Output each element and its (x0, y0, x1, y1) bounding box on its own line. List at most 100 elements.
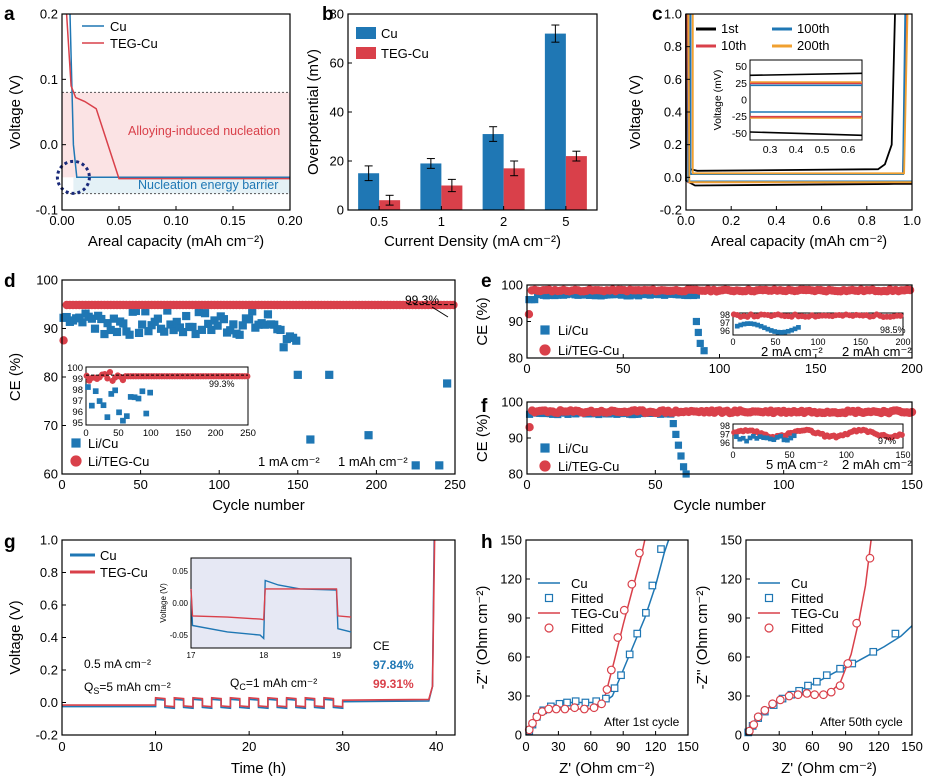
cu-marker (292, 336, 301, 345)
bar-Cu (544, 33, 566, 210)
x-axis-label: Cycle number (212, 497, 305, 514)
cu-marker (119, 319, 128, 328)
cu-marker (822, 671, 831, 680)
inset-y-tick: 98 (720, 310, 730, 320)
cycle-curve-200th (691, 13, 909, 175)
legend-label: Li/TEG-Cu (88, 454, 149, 469)
x-tick-label: 120 (868, 739, 890, 754)
inset-y-tick: 100 (67, 363, 83, 374)
inset-x-tick: 150 (895, 450, 910, 460)
teg-marker (104, 375, 111, 382)
panel-letter: d (4, 271, 16, 292)
x-tick-label: 120 (645, 739, 667, 754)
cu-marker (244, 315, 254, 324)
x-tick-label: 0 (523, 361, 530, 376)
inset-y-tick: 25 (735, 78, 747, 90)
y-tick-label: 80 (44, 370, 58, 385)
teg-marker (635, 548, 644, 558)
annotation-part: Q (230, 676, 239, 690)
cu-marker (642, 608, 650, 617)
cu-marker (134, 328, 144, 338)
inset-frame (190, 557, 352, 649)
teg-marker (589, 703, 599, 713)
annotation: 2 mA cm⁻² (761, 344, 823, 359)
y-tick-label: 90 (44, 321, 58, 336)
cu-marker (669, 420, 677, 428)
legend-label: Li/Cu (558, 323, 588, 338)
legend-label: 200th (797, 38, 830, 53)
y-tick-label: 0 (515, 728, 522, 743)
cu-marker (125, 330, 134, 339)
legend-marker (70, 455, 82, 467)
y-axis-label: Voltage (V) (7, 600, 24, 674)
inset-x-tick: 250 (240, 428, 256, 439)
cu-marker (235, 330, 244, 339)
inset-y-tick: -25 (732, 111, 747, 123)
legend-label: Fitted (571, 591, 604, 606)
cu-marker (692, 317, 701, 326)
cu-marker (674, 441, 683, 449)
x-tick-label: 1.0 (903, 213, 921, 228)
teg-marker (83, 372, 90, 379)
annotation: CE (373, 639, 390, 653)
y-tick-label: 0.2 (40, 7, 58, 22)
annotation: QS=5 mAh cm⁻² (84, 680, 171, 696)
y-tick-label: -0.2 (36, 728, 58, 743)
cu-marker (104, 414, 111, 421)
cu-marker (677, 452, 685, 460)
cu-marker (120, 417, 126, 424)
x-tick-label: 60 (805, 739, 819, 754)
cu-marker (160, 327, 169, 336)
inset-x-tick: 100 (839, 450, 854, 460)
teg-marker (544, 704, 554, 714)
y-tick-label: 1.0 (664, 7, 682, 22)
axes-frame-b (347, 13, 598, 211)
y-tick-label: 30 (508, 689, 522, 704)
x-axis-label: Current Density (mA cm⁻²) (384, 233, 561, 250)
cu-marker (836, 664, 844, 673)
inset-y-tick: 96 (72, 407, 83, 418)
cu-marker (694, 328, 702, 337)
teg-marker (619, 605, 629, 615)
y-tick-label: 0.4 (40, 630, 58, 645)
cu-marker (263, 310, 273, 319)
inset-x-tick: 200 (208, 428, 224, 439)
bar-Cu (358, 173, 380, 210)
cu-marker (633, 629, 642, 638)
annotation: 0.5 mA cm⁻² (84, 657, 151, 671)
inset-y-tick: 99 (72, 374, 83, 385)
x-tick-label: 0.10 (163, 213, 188, 228)
cu-marker (602, 694, 610, 703)
annotation: 2 mAh cm⁻² (842, 344, 912, 359)
inset-y-tick: 50 (735, 61, 747, 73)
y-tick-label: 100 (36, 273, 58, 288)
legend-label: TEG-Cu (381, 46, 429, 61)
teg-marker (865, 553, 875, 563)
legend-marker (764, 593, 774, 603)
panel-letter: a (4, 4, 15, 25)
axes-frame-h (745, 539, 913, 736)
y-tick-label: 0.0 (40, 695, 58, 710)
x-tick-label: 10 (148, 739, 162, 754)
legend-label: Li/Cu (88, 436, 118, 451)
cu-marker (178, 327, 188, 337)
barrier-shade (73, 177, 291, 194)
panel-letter: b (322, 4, 334, 25)
cu-marker (182, 311, 191, 321)
bar-TEG-Cu (565, 156, 587, 210)
teg-marker (528, 718, 537, 728)
teg-marker (852, 618, 862, 628)
cu-marker (617, 671, 625, 680)
inset-y-tick: 0 (741, 95, 747, 107)
legend-label: Li/TEG-Cu (558, 459, 619, 474)
cu-marker (207, 325, 216, 335)
legend-label: Fitted (791, 591, 824, 606)
inset-x-tick: 150 (853, 337, 868, 347)
annotation: 1 mAh cm⁻² (338, 454, 408, 469)
cu-marker (200, 309, 210, 318)
inset-x-tick: 0 (83, 428, 88, 439)
y-axis-label: Voltage (V) (7, 75, 24, 149)
x-tick-label: 0 (742, 739, 749, 754)
bar-TEG-Cu (441, 185, 463, 210)
nucleation-shade (62, 92, 290, 178)
